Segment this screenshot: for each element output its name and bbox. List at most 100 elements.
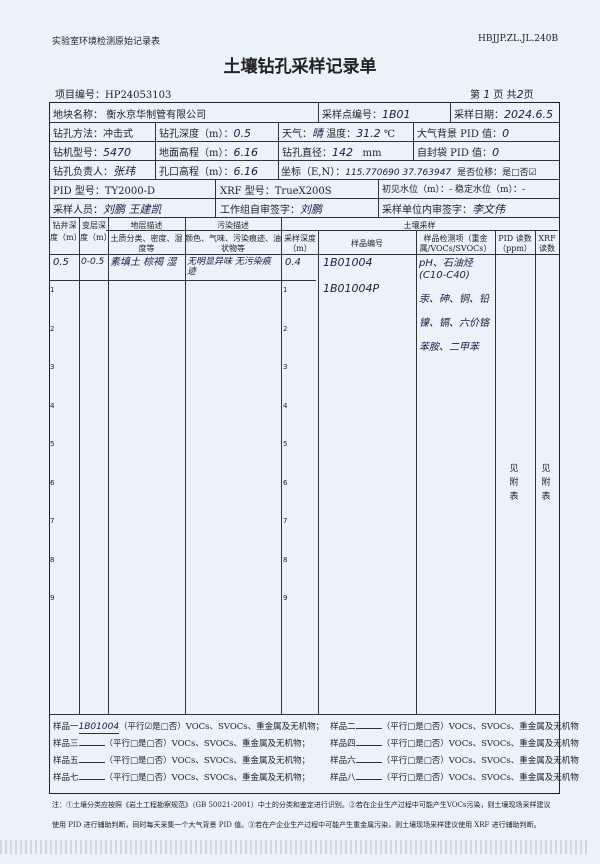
weather-label: 天气： xyxy=(282,129,312,140)
sampler-value: 刘鹏 王建凯 xyxy=(103,203,162,216)
sample-options: （平行□是□否）VOCs、SVOCs、重金属及无机物 xyxy=(381,739,579,749)
hole-elev-value: 6.16 xyxy=(233,165,258,178)
note-line-2: 使用 PID 进行辅助判断，同时每天采集一个大气背景 PID 值。③若在产企业生… xyxy=(52,821,541,829)
depth-tick: 5 xyxy=(283,440,288,448)
stable-water-value: - xyxy=(522,185,526,195)
weather-value: 晴 xyxy=(312,127,323,140)
depth-tick: 3 xyxy=(50,363,55,371)
page-prefix: 第 xyxy=(470,90,480,101)
temp-value: 31.2 xyxy=(356,127,381,140)
shift: 是否位移：是□否☑ xyxy=(457,168,537,178)
coord-label: 坐标（E,N）： xyxy=(281,167,346,178)
coord-shift-row: 坐标（E,N）：115.770690 37.763947 是否位移：是□否☑ xyxy=(281,163,537,178)
page-title: 土壤钻孔采样记录单 xyxy=(223,57,377,77)
page-current: 1 xyxy=(483,88,491,101)
sample-entry: 样品三 （平行□是□否）VOCs、SVOCs、重金属及无机物； xyxy=(53,737,324,751)
xrf-see-attached: 见附表 xyxy=(541,464,551,502)
header-pid: PID 读数（ppm） xyxy=(498,234,532,253)
header-depth: 钻井深度（m） xyxy=(50,221,82,242)
unit-check-label: 采样单位内审签字： xyxy=(382,205,472,216)
method-label: 钻孔方法： xyxy=(53,129,103,140)
method: 钻孔方法：冲击式 xyxy=(53,125,133,140)
lead-label: 钻孔负责人： xyxy=(53,167,113,178)
sample-options: （平行□是□否）VOCs、SVOCs、重金属及无机物； xyxy=(104,773,311,783)
method-value: 冲击式 xyxy=(103,129,133,140)
row-sample-depth: 0.4 xyxy=(285,257,301,268)
header-pollution: 污染描述 xyxy=(217,221,249,230)
sample-entry: 样品五 （平行□是□否）VOCs、SVOCs、重金属及无机物； xyxy=(53,754,324,768)
project-no-value: HP24053103 xyxy=(105,90,172,101)
sample-entry: 样品四 （平行□是□否）VOCs、SVOCs、重金属及无机物 xyxy=(330,737,579,751)
header-sample-no: 样品编号 xyxy=(351,239,383,248)
bag-pid-value: 0 xyxy=(492,146,500,159)
depth-tick: 7 xyxy=(283,517,288,525)
header-test-items: 样品检测项（重金属/VOCs/SVOCs） xyxy=(419,234,492,253)
row-strat: 素填土 棕褐 湿 xyxy=(110,257,177,268)
test-item: pH、石油烃(C10-C40) xyxy=(419,258,473,281)
sample-entry: 样品八 （平行□是□否）VOCs、SVOCs、重金属及无机物 xyxy=(330,771,579,785)
self-check: 工作组自审签字：刘鹏 xyxy=(220,201,322,217)
coord-value: 115.770690 37.763947 xyxy=(345,168,452,178)
depth-tick: 8 xyxy=(50,555,55,564)
sample-options: （平行□是□否）VOCs、SVOCs、重金属及无机物 xyxy=(381,722,579,732)
header-sample-depth: 采样深度（m） xyxy=(284,234,316,253)
page-number: 第 1 页 共2页 xyxy=(470,86,534,101)
rig-model: 钻机型号：5470 xyxy=(53,144,131,159)
depth-tick: 3 xyxy=(283,363,288,371)
form-code: HBJJP.ZL.JL.240B xyxy=(478,34,559,44)
sample-options: （平行□是□否）VOCs、SVOCs、重金属及无机物； xyxy=(104,739,311,749)
hole-depth-label: 钻孔深度（m）： xyxy=(159,129,234,140)
ground-elev: 地面高程（m）：6.16 xyxy=(159,144,258,159)
diameter: 钻孔直径：142 mm xyxy=(282,144,382,159)
water-level: 初见水位（m）：- 稳定水位（m）：- xyxy=(382,182,525,195)
test-item: 苯胺、二甲苯 xyxy=(419,342,479,353)
water-value: - xyxy=(449,185,453,195)
ground-elev-value: 6.16 xyxy=(233,146,258,159)
header-strat-sub: 土质分类、密度、湿度等 xyxy=(110,234,183,253)
test-item: 镍、镉、六价铬 xyxy=(419,318,489,329)
hole-depth: 钻孔深度（m）：0.5 xyxy=(159,125,251,140)
row-layer: 0-0.5 xyxy=(81,257,105,267)
sample-options: （平行□是□否）VOCs、SVOCs、重金属及无机物 xyxy=(381,773,579,783)
sample-label: 样品二 xyxy=(330,722,356,732)
lead-value: 张玮 xyxy=(113,165,135,178)
sample-label: 样品三 xyxy=(53,739,79,749)
row-pollution: 无明显异味 无污染痕迹 xyxy=(187,257,271,277)
test-item: 汞、砷、铜、铅 xyxy=(419,294,489,305)
depth-tick: 5 xyxy=(50,440,55,448)
row-sample-no-1: 1B01004 xyxy=(323,256,373,269)
sample-value: 1B01004 xyxy=(78,722,120,734)
header-strat: 地层描述 xyxy=(130,221,163,230)
point-no: 采样点编号：1B01 xyxy=(322,106,411,121)
depth-tick: 8 xyxy=(283,555,288,564)
sample-value xyxy=(78,762,105,763)
pid-see-attached: 见附表 xyxy=(509,464,519,502)
water-label: 初见水位（m）： xyxy=(382,185,450,195)
weather: 天气：晴 温度：31.2 ℃ xyxy=(282,125,395,141)
row-test-items: pH、石油烃(C10-C40) 汞、砷、铜、铅 镍、镉、六价铬 苯胺、二甲苯 xyxy=(419,258,494,366)
depth-tick: 7 xyxy=(50,517,55,525)
plot-name-label: 地块名称： xyxy=(53,110,103,121)
diameter-value: 142 xyxy=(332,146,353,159)
plot-name: 地块名称： 衡水京华制管有限公司 xyxy=(53,106,206,121)
sample-value xyxy=(355,745,382,746)
pid-model: PID 型号：TY2000-D xyxy=(53,182,155,197)
row-depth: 0.5 xyxy=(53,257,69,268)
depth-tick: 6 xyxy=(283,478,288,487)
point-no-value: 1B01 xyxy=(382,108,411,121)
hole-elev-label: 孔口高程（m）： xyxy=(159,167,234,178)
coordinates: 坐标（E,N）：115.770690 37.763947 xyxy=(281,163,451,178)
self-check-label: 工作组自审签字： xyxy=(220,205,300,216)
depth-tick: 2 xyxy=(50,324,55,333)
air-pid-label: 大气背景 PID 值： xyxy=(417,129,503,140)
pid-model-label: PID 型号： xyxy=(53,186,105,197)
sample-entry: 样品七 （平行□是□否）VOCs、SVOCs、重金属及无机物； xyxy=(53,771,324,785)
rig-value: 5470 xyxy=(103,146,131,159)
sample-label: 样品一 xyxy=(53,722,79,732)
diameter-label: 钻孔直径： xyxy=(282,148,332,159)
row-sample-no-2: 1B01004P xyxy=(323,282,380,295)
sample-label: 样品八 xyxy=(330,773,356,783)
project-no-label: 项目编号： xyxy=(55,90,105,101)
sample-label: 样品七 xyxy=(53,773,79,783)
